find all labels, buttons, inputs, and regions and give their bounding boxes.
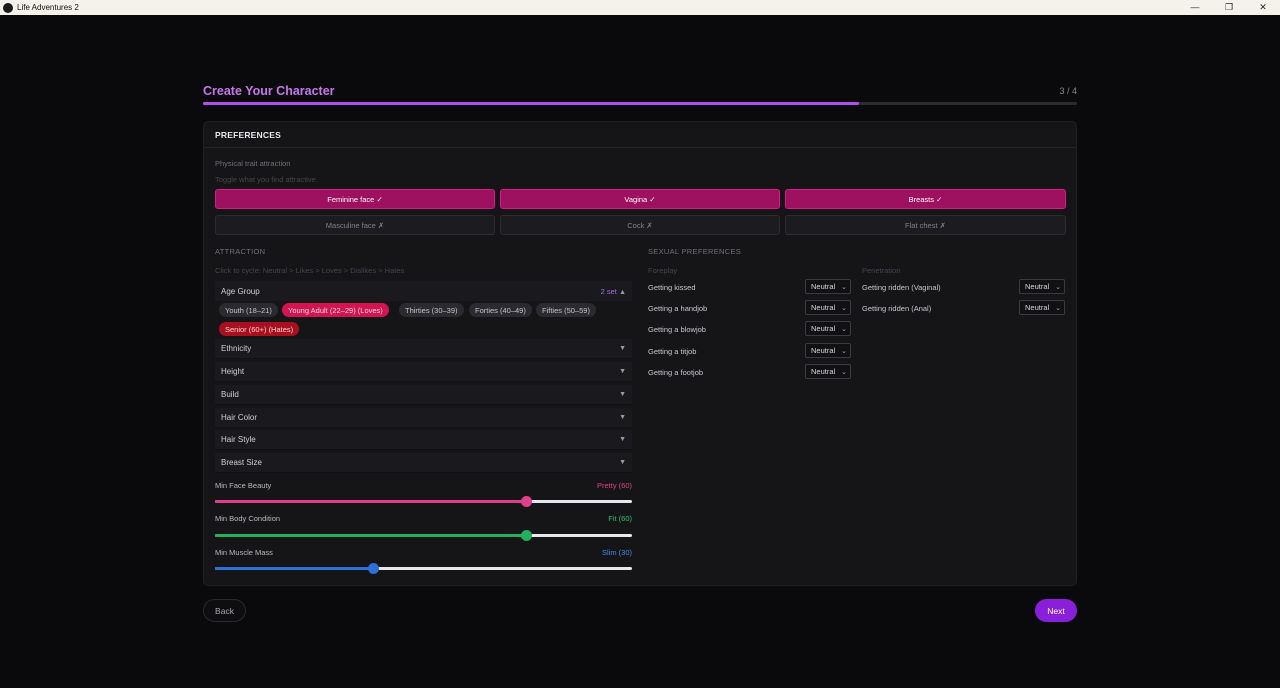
pref-footjob-select[interactable]: Neutral ⌄ [805,364,851,379]
attraction-section-label: ATTRACTION [215,247,266,256]
select-value: Neutral [811,303,836,312]
foreplay-label: Foreplay [648,266,678,275]
trait-cock-button[interactable]: Cock ✗ [500,215,780,235]
app-logo-icon [3,2,13,13]
slider-fill [215,567,374,570]
hair-color-label: Hair Color [221,413,258,422]
slider-fill [215,534,526,537]
pref-titjob-label: Getting a titjob [648,347,697,356]
trait-attraction-label: Physical trait attraction [215,159,291,168]
body-condition-label: Min Body Condition [215,514,281,523]
next-button[interactable]: Next [1035,599,1077,622]
progress-bar-fill [203,102,859,105]
chevron-down-icon: ⌄ [841,347,847,355]
expand-arrow-icon: ▼ [619,436,626,443]
select-value: Neutral [1025,282,1050,291]
trait-masculine-face-button[interactable]: Masculine face ✗ [215,215,495,235]
hair-style-dropdown[interactable]: Hair Style ▼ [215,430,632,450]
age-group-count: 2 set [600,286,617,296]
pref-ridden-vaginal-label: Getting ridden (Vaginal) [862,283,941,292]
age-chip-youth[interactable]: Youth (18–21) [219,303,278,317]
body-condition-slider[interactable] [215,530,632,541]
close-icon[interactable]: ✕ [1259,2,1267,12]
minimize-icon[interactable]: — [1190,2,1200,12]
chevron-down-icon: ⌄ [841,325,847,333]
restore-icon[interactable]: ❐ [1224,2,1234,12]
age-chip-young-adult[interactable]: Young Adult (22–29) (Loves) [282,303,389,317]
select-value: Neutral [811,367,836,376]
window-controls: — ❐ ✕ [1178,0,1280,15]
pref-ridden-anal-select[interactable]: Neutral ⌄ [1019,300,1065,315]
age-group-label: Age Group [221,286,260,296]
select-value: Neutral [811,282,836,291]
muscle-mass-slider[interactable] [215,563,632,574]
select-value: Neutral [811,346,836,355]
pref-ridden-vaginal-select[interactable]: Neutral ⌄ [1019,279,1065,294]
expand-arrow-icon: ▼ [619,414,626,421]
pref-handjob-label: Getting a handjob [648,304,708,313]
select-value: Neutral [811,324,836,333]
slider-handle[interactable] [520,530,532,541]
pref-footjob-label: Getting a footjob [648,368,704,377]
step-indicator: 3 / 4 [1059,86,1077,96]
window-title: Life Adventures 2 [17,3,79,12]
trait-feminine-face-button[interactable]: Feminine face ✓ [215,189,495,209]
preferences-panel: PREFERENCES Physical trait attraction To… [203,121,1077,586]
ethnicity-dropdown[interactable]: Ethnicity ▼ [215,339,632,359]
body-condition-value: Fit (60) [608,514,632,523]
trait-attraction-hint: Toggle what you find attractive. [215,175,318,184]
trait-vagina-button[interactable]: Vagina ✓ [500,189,780,209]
back-button[interactable]: Back [203,599,246,622]
chevron-down-icon: ⌄ [1055,283,1061,291]
attraction-hint: Click to cycle: Neutral > Likes > Loves … [215,266,405,275]
expand-arrow-icon: ▼ [619,391,626,398]
slider-handle[interactable] [520,496,532,507]
pref-kissed-label: Getting kissed [648,283,696,292]
pref-titjob-select[interactable]: Neutral ⌄ [805,343,851,358]
age-chip-senior[interactable]: Senior (60+) (Hates) [219,322,300,336]
muscle-mass-value: Slim (30) [601,548,632,557]
collapse-arrow-icon: ▲ [619,288,626,296]
slider-fill [215,500,526,503]
height-label: Height [221,367,245,376]
chevron-down-icon: ⌄ [841,283,847,291]
sexual-preferences-label: SEXUAL PREFERENCES [648,247,742,256]
age-chip-fifties[interactable]: Fifties (50–59) [536,303,596,317]
breast-size-label: Breast Size [221,458,262,467]
page-title: Create Your Character [203,84,335,98]
pref-handjob-select[interactable]: Neutral ⌄ [805,300,851,315]
expand-arrow-icon: ▼ [619,345,626,352]
expand-arrow-icon: ▼ [619,368,626,375]
progress-bar [203,102,1077,105]
trait-flat-chest-button[interactable]: Flat chest ✗ [785,215,1066,235]
penetration-label: Penetration [862,266,901,275]
chevron-down-icon: ⌄ [1055,304,1061,312]
window-titlebar: Life Adventures 2 — ❐ ✕ [0,0,1280,15]
build-dropdown[interactable]: Build ▼ [215,385,632,405]
face-beauty-slider[interactable] [215,496,632,507]
pref-blowjob-select[interactable]: Neutral ⌄ [805,321,851,336]
trait-breasts-button[interactable]: Breasts ✓ [785,189,1066,209]
pref-blowjob-label: Getting a blowjob [648,325,706,334]
age-chip-thirties[interactable]: Thirties (30–39) [399,303,464,317]
face-beauty-value: Pretty (60) [596,481,632,490]
hair-style-label: Hair Style [221,435,256,444]
height-dropdown[interactable]: Height ▼ [215,362,632,382]
ethnicity-label: Ethnicity [221,344,252,353]
age-group-header[interactable]: Age Group 2 set ▲ [215,281,632,301]
face-beauty-label: Min Face Beauty [215,481,272,490]
chevron-down-icon: ⌄ [841,304,847,312]
muscle-mass-label: Min Muscle Mass [215,548,273,557]
build-label: Build [221,390,239,399]
pref-ridden-anal-label: Getting ridden (Anal) [862,304,932,313]
hair-color-dropdown[interactable]: Hair Color ▼ [215,408,632,428]
panel-title: PREFERENCES [204,122,1076,148]
breast-size-dropdown[interactable]: Breast Size ▼ [215,453,632,473]
chevron-down-icon: ⌄ [841,368,847,376]
slider-handle[interactable] [368,563,380,574]
expand-arrow-icon: ▼ [619,459,626,466]
select-value: Neutral [1025,303,1050,312]
pref-kissed-select[interactable]: Neutral ⌄ [805,279,851,294]
age-chip-forties[interactable]: Forties (40–49) [469,303,532,317]
